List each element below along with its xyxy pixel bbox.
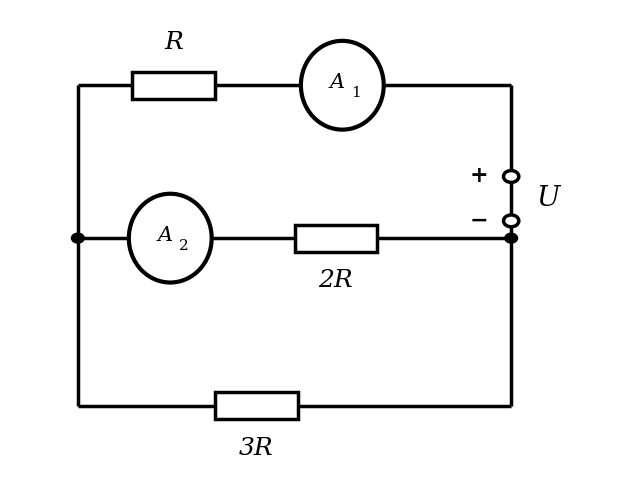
Text: 2R: 2R: [319, 269, 353, 292]
Text: 2: 2: [179, 239, 189, 253]
Circle shape: [72, 233, 84, 243]
Bar: [294, 225, 378, 251]
Text: +: +: [470, 166, 488, 187]
Circle shape: [504, 215, 519, 227]
Ellipse shape: [301, 41, 384, 129]
Text: A: A: [157, 226, 173, 245]
Text: −: −: [470, 210, 488, 232]
Circle shape: [504, 171, 519, 183]
Text: R: R: [164, 31, 183, 55]
Circle shape: [505, 233, 518, 243]
Text: 3R: 3R: [239, 436, 274, 460]
Ellipse shape: [129, 194, 212, 283]
Text: U: U: [537, 185, 560, 212]
Text: 1: 1: [351, 86, 361, 100]
Bar: [215, 392, 298, 420]
Text: A: A: [330, 73, 345, 92]
Bar: [132, 72, 215, 99]
